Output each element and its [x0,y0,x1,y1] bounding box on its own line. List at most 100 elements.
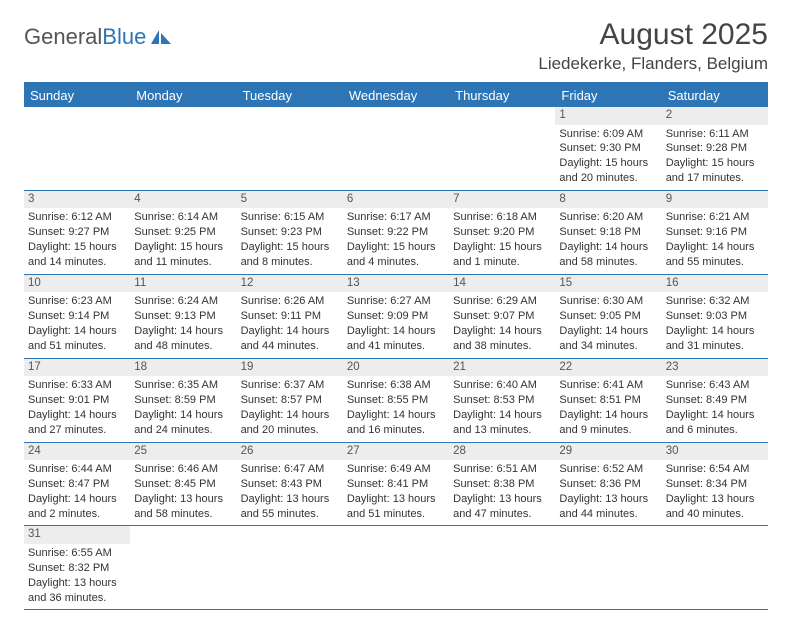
calendar-cell: 24Sunrise: 6:44 AMSunset: 8:47 PMDayligh… [24,442,130,526]
weekday-header: Thursday [449,83,555,107]
day-number: 1 [555,107,661,125]
calendar-cell: 19Sunrise: 6:37 AMSunset: 8:57 PMDayligh… [237,358,343,442]
day-body: Sunrise: 6:51 AMSunset: 8:38 PMDaylight:… [449,460,555,525]
day-body: Sunrise: 6:43 AMSunset: 8:49 PMDaylight:… [662,376,768,441]
sunrise-line: Sunrise: 6:46 AM [134,462,232,477]
day-body: Sunrise: 6:14 AMSunset: 9:25 PMDaylight:… [130,208,236,273]
sunset-line: Sunset: 9:05 PM [559,309,657,324]
calendar-cell: 20Sunrise: 6:38 AMSunset: 8:55 PMDayligh… [343,358,449,442]
sunset-line: Sunset: 9:14 PM [28,309,126,324]
sunrise-line: Sunrise: 6:47 AM [241,462,339,477]
calendar-cell [662,526,768,610]
sunrise-line: Sunrise: 6:24 AM [134,294,232,309]
day-body: Sunrise: 6:44 AMSunset: 8:47 PMDaylight:… [24,460,130,525]
sunset-line: Sunset: 8:57 PM [241,393,339,408]
sunrise-line: Sunrise: 6:26 AM [241,294,339,309]
calendar-cell: 22Sunrise: 6:41 AMSunset: 8:51 PMDayligh… [555,358,661,442]
daylight-line: Daylight: 14 hours and 38 minutes. [453,324,551,354]
daylight-line: Daylight: 14 hours and 27 minutes. [28,408,126,438]
daylight-line: Daylight: 14 hours and 55 minutes. [666,240,764,270]
calendar-cell: 28Sunrise: 6:51 AMSunset: 8:38 PMDayligh… [449,442,555,526]
sunrise-line: Sunrise: 6:52 AM [559,462,657,477]
sunset-line: Sunset: 8:34 PM [666,477,764,492]
day-body: Sunrise: 6:46 AMSunset: 8:45 PMDaylight:… [130,460,236,525]
weekday-header: Sunday [24,83,130,107]
calendar-cell [343,526,449,610]
sunrise-line: Sunrise: 6:37 AM [241,378,339,393]
day-number: 15 [555,275,661,293]
sunrise-line: Sunrise: 6:55 AM [28,546,126,561]
sunrise-line: Sunrise: 6:17 AM [347,210,445,225]
calendar-cell: 21Sunrise: 6:40 AMSunset: 8:53 PMDayligh… [449,358,555,442]
calendar-cell [449,107,555,190]
sunset-line: Sunset: 9:30 PM [559,141,657,156]
day-body: Sunrise: 6:27 AMSunset: 9:09 PMDaylight:… [343,292,449,357]
calendar-cell: 8Sunrise: 6:20 AMSunset: 9:18 PMDaylight… [555,190,661,274]
sunset-line: Sunset: 8:49 PM [666,393,764,408]
sunrise-line: Sunrise: 6:35 AM [134,378,232,393]
calendar-cell: 25Sunrise: 6:46 AMSunset: 8:45 PMDayligh… [130,442,236,526]
calendar-cell [24,107,130,190]
sunset-line: Sunset: 9:07 PM [453,309,551,324]
daylight-line: Daylight: 15 hours and 11 minutes. [134,240,232,270]
header: GeneralBlue August 2025 Liedekerke, Flan… [24,18,768,74]
calendar-cell: 9Sunrise: 6:21 AMSunset: 9:16 PMDaylight… [662,190,768,274]
sunrise-line: Sunrise: 6:54 AM [666,462,764,477]
calendar-cell [449,526,555,610]
daylight-line: Daylight: 14 hours and 24 minutes. [134,408,232,438]
sunset-line: Sunset: 8:38 PM [453,477,551,492]
sunrise-line: Sunrise: 6:29 AM [453,294,551,309]
sunrise-line: Sunrise: 6:51 AM [453,462,551,477]
daylight-line: Daylight: 14 hours and 34 minutes. [559,324,657,354]
sunset-line: Sunset: 8:59 PM [134,393,232,408]
calendar-cell: 10Sunrise: 6:23 AMSunset: 9:14 PMDayligh… [24,274,130,358]
daylight-line: Daylight: 15 hours and 4 minutes. [347,240,445,270]
day-number: 10 [24,275,130,293]
day-body: Sunrise: 6:11 AMSunset: 9:28 PMDaylight:… [662,125,768,190]
sunset-line: Sunset: 8:36 PM [559,477,657,492]
weekday-header: Saturday [662,83,768,107]
calendar-cell: 18Sunrise: 6:35 AMSunset: 8:59 PMDayligh… [130,358,236,442]
day-body: Sunrise: 6:38 AMSunset: 8:55 PMDaylight:… [343,376,449,441]
calendar-cell: 23Sunrise: 6:43 AMSunset: 8:49 PMDayligh… [662,358,768,442]
day-number: 24 [24,443,130,461]
sunset-line: Sunset: 8:47 PM [28,477,126,492]
sunrise-line: Sunrise: 6:30 AM [559,294,657,309]
sunrise-line: Sunrise: 6:23 AM [28,294,126,309]
logo: GeneralBlue [24,18,173,50]
sunrise-line: Sunrise: 6:21 AM [666,210,764,225]
calendar-cell [237,107,343,190]
day-number: 9 [662,191,768,209]
calendar-cell [130,526,236,610]
calendar-cell: 27Sunrise: 6:49 AMSunset: 8:41 PMDayligh… [343,442,449,526]
sunset-line: Sunset: 9:27 PM [28,225,126,240]
sunset-line: Sunset: 9:23 PM [241,225,339,240]
calendar-cell [130,107,236,190]
weekday-header-row: SundayMondayTuesdayWednesdayThursdayFrid… [24,83,768,107]
daylight-line: Daylight: 14 hours and 44 minutes. [241,324,339,354]
daylight-line: Daylight: 13 hours and 36 minutes. [28,576,126,606]
day-number: 18 [130,359,236,377]
day-number: 31 [24,526,130,544]
day-number: 7 [449,191,555,209]
sunset-line: Sunset: 9:22 PM [347,225,445,240]
day-number: 17 [24,359,130,377]
sunrise-line: Sunrise: 6:14 AM [134,210,232,225]
sunset-line: Sunset: 9:11 PM [241,309,339,324]
calendar-cell: 17Sunrise: 6:33 AMSunset: 9:01 PMDayligh… [24,358,130,442]
day-number: 2 [662,107,768,125]
day-number: 6 [343,191,449,209]
calendar-cell [555,526,661,610]
day-body: Sunrise: 6:23 AMSunset: 9:14 PMDaylight:… [24,292,130,357]
calendar-cell: 7Sunrise: 6:18 AMSunset: 9:20 PMDaylight… [449,190,555,274]
sunset-line: Sunset: 9:20 PM [453,225,551,240]
day-number: 19 [237,359,343,377]
day-body: Sunrise: 6:47 AMSunset: 8:43 PMDaylight:… [237,460,343,525]
daylight-line: Daylight: 14 hours and 51 minutes. [28,324,126,354]
sunrise-line: Sunrise: 6:12 AM [28,210,126,225]
daylight-line: Daylight: 14 hours and 20 minutes. [241,408,339,438]
day-body: Sunrise: 6:21 AMSunset: 9:16 PMDaylight:… [662,208,768,273]
day-number: 16 [662,275,768,293]
weekday-header: Friday [555,83,661,107]
daylight-line: Daylight: 14 hours and 9 minutes. [559,408,657,438]
